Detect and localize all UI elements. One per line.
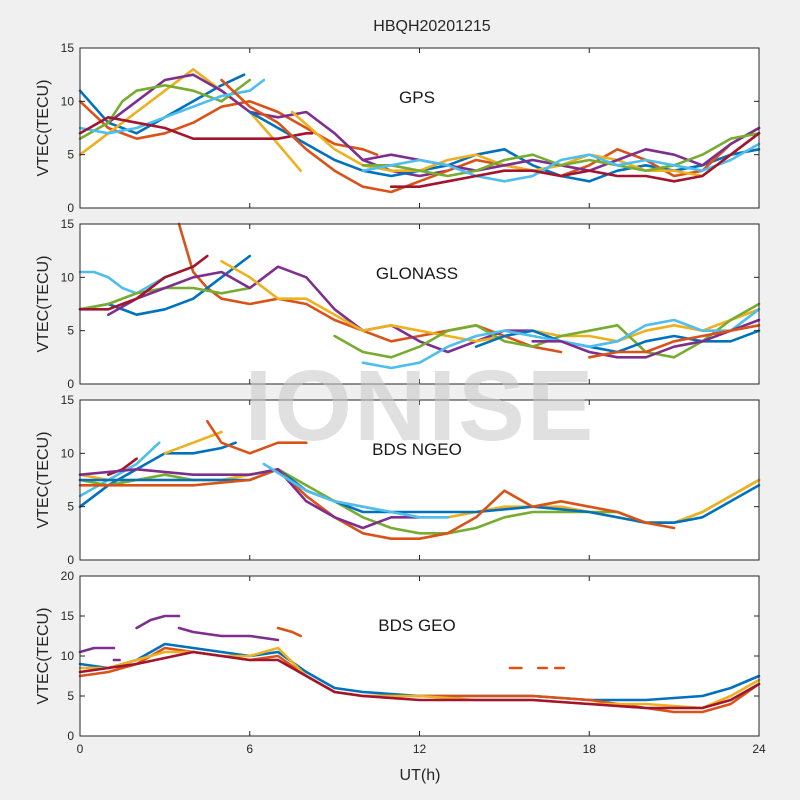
y-tick-label-bds-geo: 20 [61, 569, 75, 583]
series-line-bds-geo-4 [276, 626, 303, 638]
y-axis-label-glonass: VTEC(TECU) [35, 256, 52, 353]
series-line-gps-11 [361, 132, 761, 178]
series-line-bds-geo-8 [78, 642, 761, 702]
panel-label-bds-ngeo: BDS NGEO [372, 440, 462, 459]
series-line-glonass-4 [107, 265, 535, 354]
series-group-glonass [78, 222, 761, 370]
panel-label-bds-geo: BDS GEO [378, 616, 455, 635]
y-axis-label-bds-geo: VTEC(TECU) [35, 608, 52, 705]
y-axis-label-gps: VTEC(TECU) [35, 80, 52, 177]
figure-title: HBQH20201215 [373, 18, 491, 35]
axes-layer: 0 5 10 15 VTEC(TECU) GPS 0 5 10 15 VTEC(TECU) GLONA… [35, 41, 766, 756]
y-tick-label-bds-geo: 15 [61, 609, 75, 623]
series-line-bds-ngeo-7 [78, 467, 761, 525]
y-tick-label-bds-geo: 5 [67, 689, 74, 703]
x-tick-label: 12 [413, 742, 427, 756]
series-group-bds-ngeo [78, 419, 761, 541]
series-line-bds-ngeo-4 [107, 457, 138, 477]
panel-glonass: 0 5 10 15 VTEC(TECU) GLONASS [35, 217, 761, 391]
panel-label-glonass: GLONASS [376, 264, 458, 283]
y-tick-label-glonass: 15 [61, 217, 75, 231]
series-line-bds-ngeo-1 [78, 441, 161, 498]
x-tick-label: 6 [246, 742, 253, 756]
series-line-gps-2 [78, 68, 303, 172]
series-line-gps-1 [78, 100, 379, 156]
series-line-gps-13 [389, 132, 761, 188]
panel-bds-ngeo: 0 5 10 15 VTEC(TECU) BDS NGEO [35, 393, 761, 567]
x-axis-label: UT(h) [400, 767, 441, 784]
panel-bds-geo: 0 5 10 15 20 0 6 12 18 24 VTEC(TECU) BDS GEO [35, 569, 766, 756]
y-tick-label-gps: 15 [61, 41, 75, 55]
y-axis-label-bds-ngeo: VTEC(TECU) [35, 432, 52, 529]
series-line-glonass-5 [78, 254, 209, 311]
series-line-glonass-10 [531, 318, 761, 359]
series-line-bds-ngeo-2 [163, 430, 223, 455]
series-group-bds-geo [78, 614, 761, 714]
y-tick-label-bds-ngeo: 15 [61, 393, 75, 407]
series-line-bds-ngeo-9 [78, 467, 421, 530]
x-tick-label: 18 [583, 742, 597, 756]
y-tick-label-gps: 10 [61, 94, 75, 108]
series-line-gps-12 [361, 142, 761, 183]
series-line-bds-ngeo-8 [78, 467, 676, 541]
series-group-gps [78, 68, 761, 194]
panel-label-gps: GPS [399, 88, 435, 107]
series-line-bds-ngeo-10 [262, 462, 450, 519]
y-tick-label-glonass: 5 [67, 324, 74, 338]
watermark: IONISE [245, 350, 596, 462]
series-line-gps-4 [78, 78, 252, 140]
plot-area-bds-geo [80, 576, 759, 736]
series-line-gps-8 [220, 78, 761, 194]
series-line-bds-ngeo-3 [206, 419, 308, 455]
series-line-bds-geo-2 [135, 614, 181, 630]
x-tick-label: 0 [77, 742, 84, 756]
series-line-bds-geo-3 [177, 626, 280, 642]
series-line-glonass-11 [587, 323, 761, 359]
y-tick-label-gps: 0 [67, 201, 74, 215]
y-tick-label-bds-ngeo: 5 [67, 500, 74, 514]
y-tick-label-glonass: 10 [61, 270, 75, 284]
y-tick-label-bds-geo: 0 [67, 729, 74, 743]
series-line-bds-geo-0 [78, 646, 116, 654]
y-tick-label-bds-geo: 10 [61, 649, 75, 663]
series-line-glonass-6 [220, 259, 761, 343]
y-tick-label-bds-ngeo: 10 [61, 446, 75, 460]
series-line-bds-geo-11 [78, 650, 761, 710]
y-tick-label-gps: 5 [67, 148, 74, 162]
x-tick-label: 24 [752, 742, 766, 756]
panel-gps: 0 5 10 15 VTEC(TECU) GPS [35, 41, 761, 215]
y-tick-label-glonass: 0 [67, 377, 74, 391]
y-tick-label-bds-ngeo: 0 [67, 553, 74, 567]
series-line-glonass-0 [177, 222, 563, 354]
series-line-gps-5 [78, 78, 266, 135]
